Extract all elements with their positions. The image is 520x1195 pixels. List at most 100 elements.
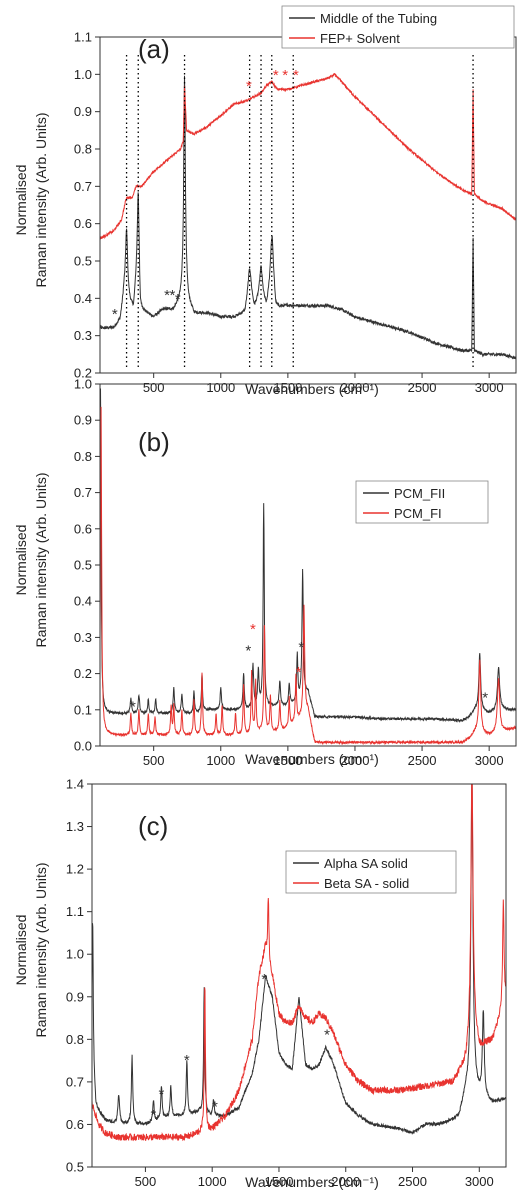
panel-label: (c)	[138, 811, 168, 841]
chart-panel-c: (c) Normalised Raman intensity (Arb. Uni…	[13, 777, 507, 1190]
y-tick-label: 0.3	[74, 630, 92, 645]
peak-star-annotation: *	[170, 287, 176, 304]
legend-label-series-1: PCM_FII	[394, 486, 445, 501]
y-tick-label: 1.0	[74, 67, 92, 82]
peak-star-annotation: *	[296, 664, 302, 681]
x-tick-label: 2500	[408, 380, 437, 395]
y-tick-label: 0.5	[74, 558, 92, 573]
y-tick-label: 0.6	[66, 1117, 84, 1132]
series-line-1	[100, 388, 516, 723]
legend: Middle of the Tubing FEP+ Solvent	[281, 5, 515, 49]
x-tick-label: 500	[143, 380, 165, 395]
x-tick-label: 2000	[331, 1174, 360, 1189]
panel-label: (a)	[138, 34, 170, 64]
y-axis-label-line2: Raman intensity (Arb. Units)	[33, 472, 49, 647]
legend: Alpha SA solid Beta SA - solid	[285, 850, 457, 894]
y-tick-label: 0.6	[74, 521, 92, 536]
peak-star-annotation: *	[293, 67, 299, 84]
legend-label-series-2: PCM_FI	[394, 506, 442, 521]
y-tick-label: 1.1	[66, 904, 84, 919]
y-axis-label-line2: Raman intensity (Arb. Units)	[33, 112, 49, 287]
x-axis-label: Wavenumbers (cm⁻¹)	[245, 381, 379, 397]
peak-star-annotation: *	[175, 291, 181, 308]
chart-panel-b: (b) Normalised Raman intensity (Arb. Uni…	[13, 377, 517, 768]
legend-label-series-1: Middle of the Tubing	[320, 11, 437, 26]
peak-star-annotation: *	[246, 78, 252, 95]
x-tick-label: 1000	[206, 380, 235, 395]
x-tick-label: 1500	[273, 753, 302, 768]
y-tick-label: 0.8	[74, 449, 92, 464]
y-tick-label: 0.5	[74, 254, 92, 269]
plot-frame	[91, 783, 507, 1168]
x-tick-label: 2500	[408, 753, 437, 768]
x-tick-label: 500	[135, 1174, 157, 1189]
y-tick-label: 1.1	[74, 30, 92, 45]
y-tick-label: 0.7	[74, 485, 92, 500]
x-tick-label: 3000	[475, 380, 504, 395]
y-tick-label: 0.2	[74, 666, 92, 681]
series-line-1	[100, 75, 516, 360]
y-axis-label-line1: Normalised	[13, 915, 29, 986]
y-tick-label: 0.5	[66, 1160, 84, 1175]
y-tick-label: 1.3	[66, 819, 84, 834]
legend-box	[355, 480, 489, 524]
chart-panel-a: (a) Normalised Raman intensity (Arb. Uni…	[13, 5, 517, 397]
y-tick-label: 0.8	[74, 142, 92, 157]
peak-star-annotation: *	[212, 1099, 218, 1116]
y-tick-label: 0.0	[74, 739, 92, 754]
y-axis-label-line1: Normalised	[13, 165, 29, 236]
y-tick-label: 0.6	[74, 216, 92, 231]
y-tick-label: 1.2	[66, 862, 84, 877]
legend-label-series-2: FEP+ Solvent	[320, 31, 400, 46]
peak-star-annotation: *	[298, 639, 304, 656]
y-tick-label: 1.4	[66, 777, 84, 792]
peak-star-annotation: *	[282, 67, 288, 84]
peak-star-annotation: *	[324, 1026, 330, 1043]
peak-star-annotation: *	[151, 1107, 157, 1124]
y-tick-label: 0.8	[66, 1032, 84, 1047]
y-tick-label: 0.9	[74, 413, 92, 428]
legend-box	[281, 5, 515, 49]
peak-star-annotation: *	[273, 67, 279, 84]
series-line-1	[92, 784, 506, 1136]
series-line-2	[100, 406, 516, 746]
y-axis-label-line2: Raman intensity (Arb. Units)	[33, 862, 49, 1037]
y-tick-label: 0.4	[74, 291, 92, 306]
x-tick-label: 500	[143, 753, 165, 768]
legend-box	[285, 850, 457, 894]
peak-star-annotation: *	[164, 287, 170, 304]
y-tick-label: 0.1	[74, 702, 92, 717]
series-line-2	[100, 72, 516, 240]
x-tick-label: 2000	[341, 380, 370, 395]
peak-star-annotation: *	[130, 699, 136, 716]
x-tick-label: 3000	[465, 1174, 494, 1189]
plot-frame	[99, 36, 517, 374]
panel-label: (b)	[138, 427, 170, 457]
x-tick-label: 1500	[273, 380, 302, 395]
peak-star-annotation: *	[250, 621, 256, 638]
x-tick-label: 1500	[265, 1174, 294, 1189]
x-axis-label: Wavenumbers (cm⁻¹)	[245, 751, 379, 767]
y-tick-label: 0.7	[66, 1074, 84, 1089]
x-tick-label: 3000	[475, 753, 504, 768]
y-tick-label: 0.2	[74, 366, 92, 381]
peak-star-annotation: *	[482, 690, 488, 707]
x-tick-label: 2000	[341, 753, 370, 768]
y-tick-label: 1.0	[74, 377, 92, 392]
x-tick-label: 1000	[198, 1174, 227, 1189]
y-tick-label: 0.9	[66, 989, 84, 1004]
x-axis-label: Wavenumbers (cm⁻¹)	[245, 1174, 379, 1190]
y-tick-label: 0.9	[74, 104, 92, 119]
peak-star-annotation: *	[159, 1086, 165, 1103]
series-line-2	[92, 784, 506, 1142]
peak-star-annotation: *	[184, 1052, 190, 1069]
legend-label-series-1: Alpha SA solid	[324, 856, 408, 871]
x-tick-label: 1000	[206, 753, 235, 768]
y-tick-label: 0.4	[74, 594, 92, 609]
peak-star-annotation: *	[261, 971, 267, 988]
legend: PCM_FII PCM_FI	[355, 480, 489, 524]
peak-star-annotation: *	[112, 306, 118, 323]
legend-label-series-2: Beta SA - solid	[324, 876, 409, 891]
y-tick-label: 0.3	[74, 328, 92, 343]
